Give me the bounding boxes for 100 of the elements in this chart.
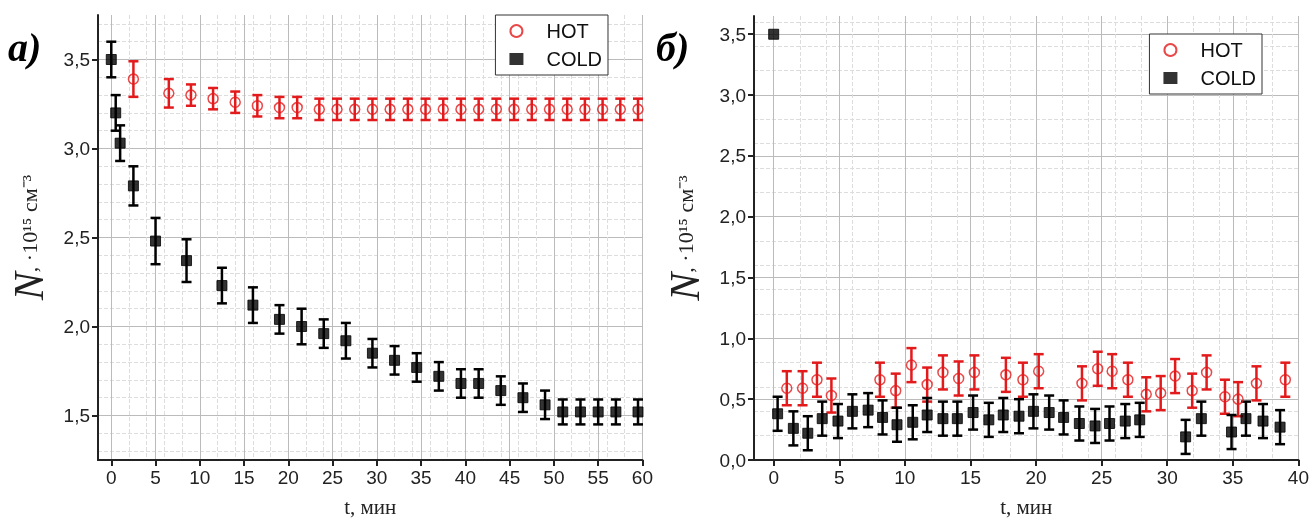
point: [411, 361, 423, 373]
point: [1000, 369, 1012, 381]
legend-label: HOT: [1200, 39, 1243, 61]
x-tick-label: 30: [366, 467, 388, 488]
x-tick-label: 5: [150, 467, 161, 488]
point: [526, 103, 538, 116]
point: [473, 377, 485, 389]
point: [997, 409, 1009, 421]
point: [318, 328, 330, 340]
point: [247, 299, 259, 311]
y-tick-label: 3,0: [63, 138, 90, 159]
y-tick-label: 3,5: [719, 23, 746, 45]
point: [1119, 415, 1131, 427]
point: [313, 103, 326, 116]
point: [1240, 413, 1252, 425]
point: [825, 389, 838, 402]
point: [574, 406, 586, 418]
point: [150, 235, 162, 247]
point: [787, 422, 799, 434]
point: [862, 404, 874, 416]
point: [579, 103, 591, 116]
point: [455, 377, 467, 389]
point: [490, 103, 503, 116]
x-tick-label: 60: [631, 467, 653, 488]
point: [951, 413, 963, 425]
legend-label: HOT: [546, 20, 589, 42]
point: [331, 103, 343, 116]
y-tick-label: 1,5: [63, 405, 90, 426]
point: [1122, 373, 1134, 386]
point: [455, 103, 467, 116]
point: [517, 392, 529, 404]
point: [1073, 418, 1085, 430]
point: [891, 419, 903, 431]
point: [614, 103, 627, 116]
point: [216, 280, 228, 292]
point: [816, 413, 828, 425]
point: [967, 407, 979, 419]
y-axis-title: N, ·10¹⁵ см⁻³: [6, 174, 52, 302]
x-tick-label: 10: [894, 467, 916, 488]
point: [114, 137, 126, 149]
point: [874, 373, 886, 386]
point: [1195, 413, 1207, 425]
y-tick-label: 1,5: [719, 267, 746, 289]
x-tick-label: 15: [233, 467, 255, 488]
legend-label: COLD: [1200, 67, 1257, 89]
x-tick-label: 45: [499, 467, 521, 488]
point: [105, 54, 117, 65]
point: [1250, 377, 1263, 390]
point: [433, 370, 445, 382]
point: [1154, 387, 1167, 399]
point: [1279, 373, 1292, 386]
point: [877, 411, 889, 423]
point: [937, 366, 949, 379]
point: [543, 103, 556, 116]
point: [110, 107, 122, 119]
point: [772, 408, 784, 420]
x-tick-label: 0: [768, 467, 779, 488]
y-tick-label: 0,0: [719, 449, 746, 471]
y-tick-label: 3,5: [63, 49, 90, 70]
point: [1257, 415, 1269, 427]
point: [1140, 388, 1152, 401]
point: [1169, 370, 1181, 382]
point: [437, 103, 449, 116]
point: [768, 28, 780, 40]
point: [596, 103, 609, 116]
point: [366, 347, 378, 359]
point: [592, 406, 604, 418]
point: [811, 373, 823, 386]
point: [832, 415, 844, 427]
point: [1274, 421, 1286, 433]
point: [508, 103, 520, 116]
point: [1076, 377, 1088, 390]
legend-label: COLD: [546, 48, 603, 70]
point: [273, 101, 286, 114]
point: [1043, 407, 1055, 419]
x-tick-label: 5: [833, 467, 845, 488]
y-tick-label: 2,0: [719, 206, 746, 228]
x-tick-label: 20: [277, 467, 299, 488]
y-tick-label: 3,0: [719, 84, 746, 106]
point: [937, 413, 949, 425]
point: [273, 313, 285, 325]
point: [1186, 384, 1198, 397]
x-tick-label: 40: [454, 467, 476, 488]
x-axis-title: t, мин: [344, 494, 397, 519]
y-tick-label: 1,0: [719, 327, 746, 349]
point: [1180, 431, 1192, 443]
point: [905, 359, 918, 371]
point: [968, 366, 981, 379]
point: [539, 399, 551, 411]
point: [472, 103, 485, 116]
point: [1106, 365, 1118, 377]
y-tick-label: 2,5: [719, 145, 746, 167]
point: [1058, 411, 1070, 423]
point: [340, 335, 352, 347]
point: [1017, 373, 1029, 386]
x-tick-label: 35: [410, 467, 432, 488]
point: [1104, 418, 1116, 430]
point: [907, 416, 919, 428]
point: [291, 101, 303, 114]
point: [561, 103, 573, 116]
